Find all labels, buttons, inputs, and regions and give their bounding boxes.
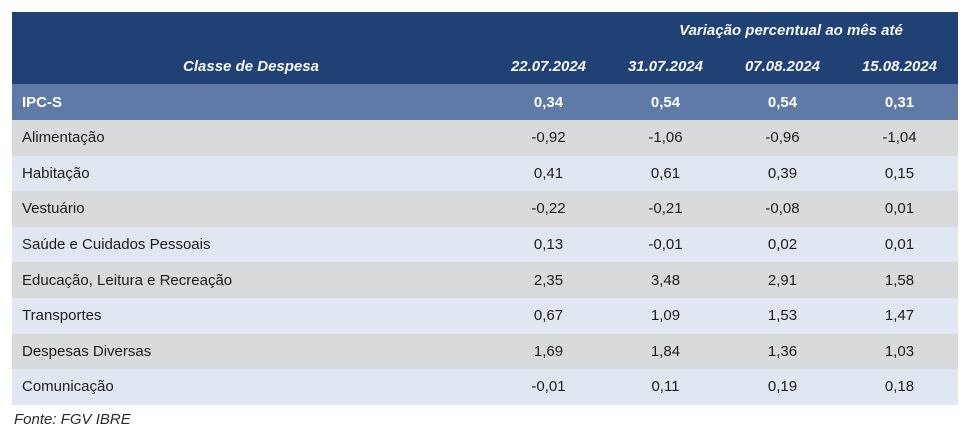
- row-value: 3,48: [650, 271, 681, 289]
- row-value: 0,31: [884, 93, 915, 111]
- row-value: 1,53: [767, 307, 798, 325]
- row-value: 0,15: [884, 164, 915, 182]
- table-header-group-row: Variação percentual ao mês até: [12, 12, 958, 48]
- row-value: 1,58: [884, 271, 915, 289]
- table-row-saude: Saúde e Cuidados Pessoais 0,13 -0,01 0,0…: [12, 226, 958, 263]
- row-value: -1,06: [648, 129, 683, 147]
- table-row-despesas-diversas: Despesas Diversas 1,69 1,84 1,36 1,03: [12, 333, 958, 370]
- row-value: 1,69: [533, 342, 564, 360]
- row-value: 1,47: [884, 307, 915, 325]
- row-label: Educação, Leitura e Recreação: [22, 271, 233, 289]
- row-label: Despesas Diversas: [22, 342, 152, 360]
- table-header-columns-row: Classe de Despesa 22.07.2024 31.07.2024 …: [12, 48, 958, 84]
- row-value: 0,67: [533, 307, 564, 325]
- row-value: 0,01: [884, 236, 915, 254]
- row-value: 0,13: [533, 236, 564, 254]
- row-value: -0,92: [531, 129, 566, 147]
- row-label: IPC-S: [22, 93, 63, 111]
- table-row-vestuario: Vestuário -0,22 -0,21 -0,08 0,01: [12, 191, 958, 227]
- table-row-ipcs: IPC-S 0,34 0,54 0,54 0,31: [12, 84, 958, 120]
- table-row-educacao: Educação, Leitura e Recreação 2,35 3,48 …: [12, 262, 958, 298]
- row-value: 0,11: [651, 378, 680, 396]
- column-header-date-3: 07.08.2024: [744, 57, 821, 75]
- table-row-comunicacao: Comunicação -0,01 0,11 0,19 0,18: [12, 369, 958, 405]
- row-value: -0,08: [765, 200, 800, 218]
- row-value: -0,01: [648, 236, 683, 254]
- row-value: -0,21: [648, 200, 683, 218]
- row-label: Transportes: [22, 307, 102, 325]
- column-header-date-2: 31.07.2024: [627, 57, 704, 75]
- row-value: 0,54: [650, 93, 681, 111]
- row-value: 0,01: [884, 200, 915, 218]
- row-value: 0,61: [650, 164, 681, 182]
- row-label: Vestuário: [22, 200, 85, 218]
- row-value: -0,01: [531, 378, 566, 396]
- row-value: 0,54: [767, 93, 798, 111]
- row-value: 1,36: [767, 342, 798, 360]
- column-header-date-1: 22.07.2024: [510, 57, 587, 75]
- row-value: -1,04: [882, 129, 917, 147]
- table-row-alimentacao: Alimentação -0,92 -1,06 -0,96 -1,04: [12, 120, 958, 156]
- group-header-label: Variação percentual ao mês até: [679, 21, 903, 39]
- column-header-classe-de-despesa: Classe de Despesa: [183, 57, 319, 75]
- row-value: 0,18: [884, 378, 915, 396]
- row-label: Saúde e Cuidados Pessoais: [22, 236, 211, 254]
- table-row-transportes: Transportes 0,67 1,09 1,53 1,47: [12, 297, 958, 334]
- ipcs-variation-table: Variação percentual ao mês até Classe de…: [12, 12, 958, 405]
- row-value: 2,91: [767, 271, 798, 289]
- row-label: Alimentação: [22, 129, 105, 147]
- column-header-date-4: 15.08.2024: [861, 57, 938, 75]
- row-value: 1,09: [650, 307, 681, 325]
- row-value: 0,41: [533, 164, 564, 182]
- table-row-habitacao: Habitação 0,41 0,61 0,39 0,15: [12, 155, 958, 192]
- row-value: -0,96: [765, 129, 800, 147]
- row-value: -0,22: [531, 200, 566, 218]
- row-value: 0,02: [767, 236, 798, 254]
- row-value: 2,35: [533, 271, 564, 289]
- row-value: 0,19: [767, 378, 798, 396]
- row-value: 1,84: [650, 342, 681, 360]
- row-value: 0,34: [533, 93, 564, 111]
- row-value: 0,39: [767, 164, 798, 182]
- source-note: Fonte: FGV IBRE: [14, 411, 131, 428]
- row-label: Comunicação: [22, 378, 114, 396]
- row-label: Habitação: [22, 164, 90, 182]
- row-value: 1,03: [884, 342, 915, 360]
